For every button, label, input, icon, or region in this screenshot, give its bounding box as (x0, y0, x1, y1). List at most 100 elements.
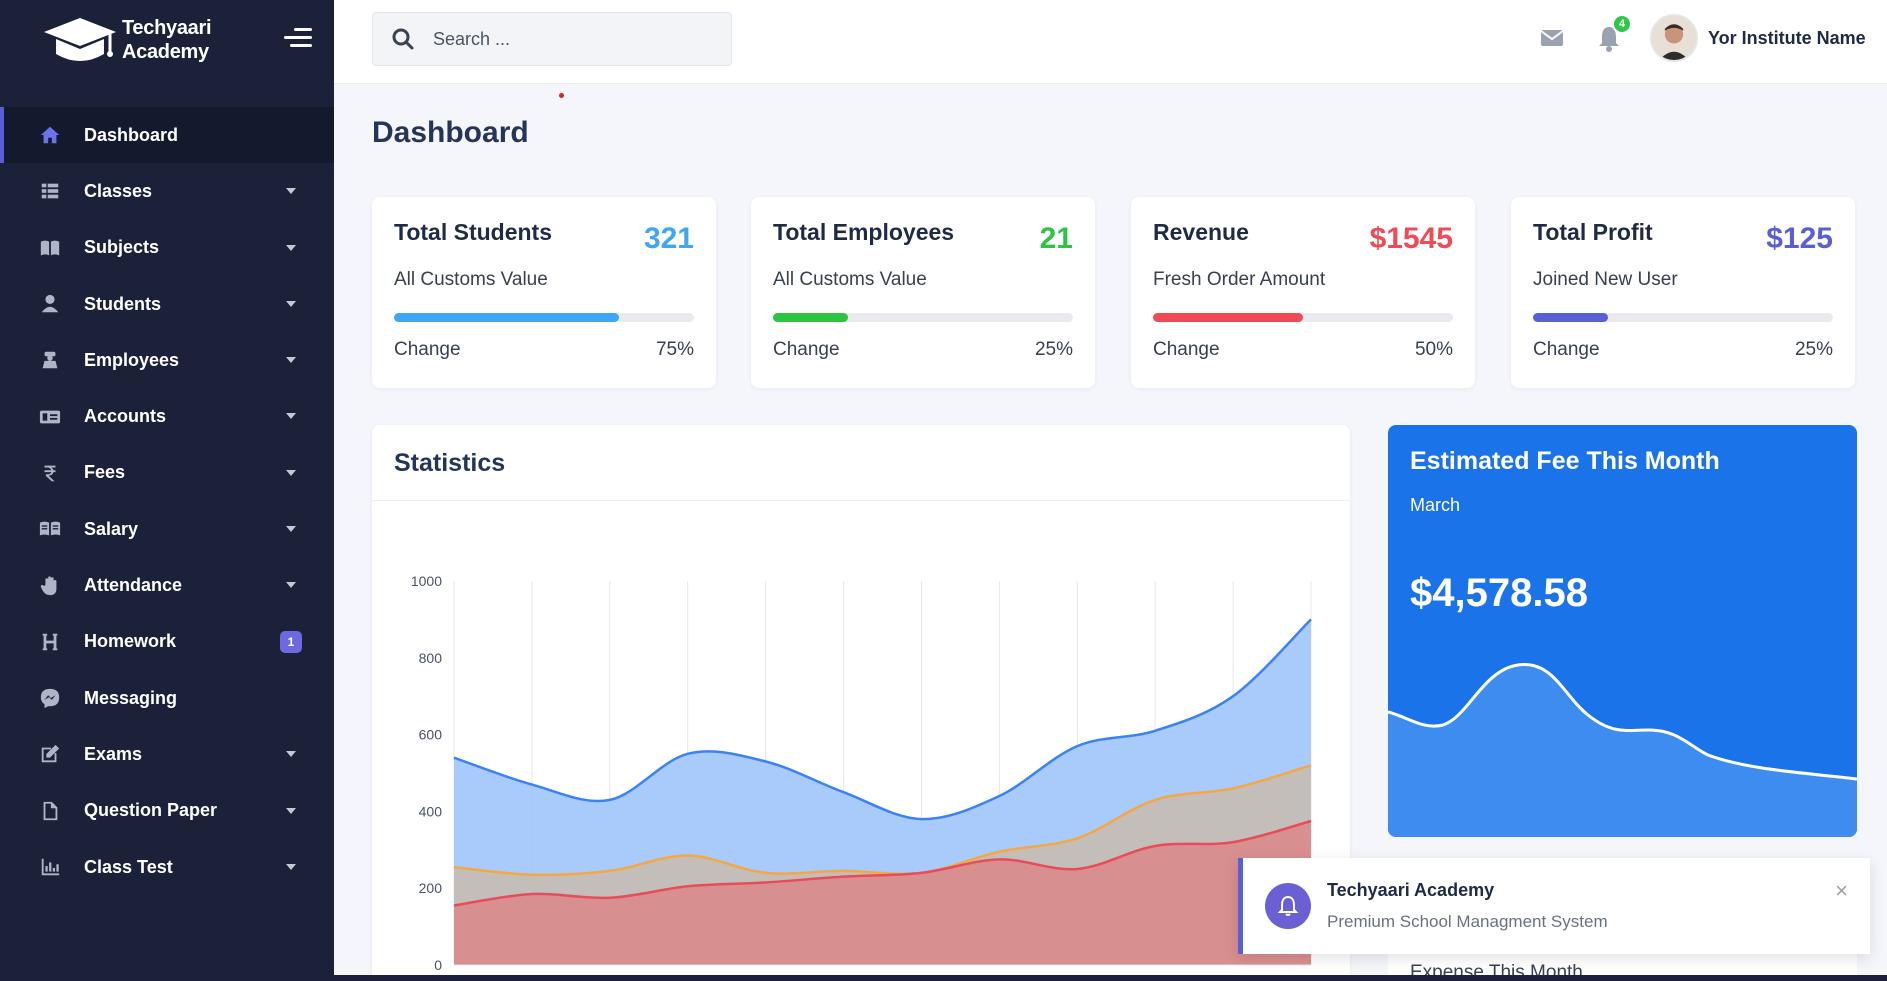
sidebar-item-label: Messaging (84, 687, 178, 708)
caret-down-icon[interactable] (286, 357, 296, 364)
card-change-label: Change (773, 339, 840, 360)
card-percent: 25% (1794, 339, 1833, 360)
bar-chart-icon (38, 855, 62, 879)
open-book-icon (38, 517, 62, 541)
progress-fill (1533, 313, 1608, 322)
sidebar-item-class-test[interactable]: Class Test (0, 839, 334, 895)
search-box[interactable] (372, 12, 732, 66)
caret-down-icon[interactable] (286, 413, 296, 420)
table-icon (38, 179, 62, 203)
card-value: 321 (643, 222, 694, 255)
sidebar-item-students[interactable]: Students (0, 276, 334, 332)
progress-track (773, 313, 1073, 322)
sidebar-item-accounts[interactable]: Accounts (0, 388, 334, 444)
progress-fill (773, 313, 848, 322)
caret-down-icon[interactable] (286, 807, 296, 814)
search-input[interactable] (433, 28, 713, 50)
sidebar: Techyaari Academy Dashboard Classes Subjec… (0, 0, 334, 981)
caret-down-icon[interactable] (286, 469, 296, 476)
card-change-label: Change (1533, 339, 1600, 360)
sidebar-item-question-paper[interactable]: Question Paper (0, 783, 334, 839)
card-total-students: Total Students 321 All Customs Value Change… (372, 197, 716, 388)
fee-amount: $4,578.58 (1410, 571, 1588, 615)
brand-line-1: Techyaari (122, 17, 212, 39)
y-tick-label: 800 (419, 650, 443, 666)
messenger-icon (38, 686, 62, 710)
card-percent: 25% (1034, 339, 1073, 360)
series-3-area (454, 821, 1311, 965)
sidebar-item-label: Dashboard (84, 124, 179, 145)
caret-down-icon[interactable] (286, 582, 296, 589)
y-tick-label: 400 (419, 803, 443, 819)
sidebar-item-label: Salary (84, 518, 139, 539)
sidebar-item-attendance[interactable]: Attendance (0, 557, 334, 613)
card-title: Total Profit (1533, 219, 1653, 245)
fee-title: Estimated Fee This Month (1410, 447, 1720, 475)
institute-name[interactable]: Yor Institute Name (1708, 28, 1866, 48)
notifications-button[interactable]: 4 (1596, 14, 1632, 52)
progress-track (394, 313, 694, 322)
toast-close-button[interactable]: × (1835, 878, 1848, 903)
sidebar-item-messaging[interactable]: Messaging (0, 670, 334, 726)
red-dot-marker (559, 93, 564, 98)
card-title: Revenue (1153, 219, 1249, 245)
sidebar-item-dashboard[interactable]: Dashboard (0, 107, 334, 164)
user-icon (38, 292, 62, 316)
menu-toggle-icon[interactable] (284, 28, 312, 50)
sidebar-item-label: Exams (84, 743, 143, 764)
card-percent: 50% (1414, 339, 1453, 360)
sidebar-item-label: Subjects (84, 237, 160, 258)
sidebar-item-classes[interactable]: Classes (0, 163, 334, 219)
sidebar-item-subjects[interactable]: Subjects (0, 220, 334, 276)
page-title: Dashboard (372, 116, 529, 149)
graduation-cap-logo-icon (44, 18, 116, 61)
statistics-title: Statistics (394, 449, 506, 477)
bell-icon (1599, 27, 1619, 52)
search-icon (392, 28, 414, 50)
progress-track (1153, 313, 1453, 322)
file-icon (38, 799, 62, 823)
card-change-label: Change (1153, 339, 1220, 360)
sidebar-item-fees[interactable]: Fees (0, 445, 334, 501)
series-1-line (453, 618, 1312, 821)
notification-count-badge: 4 (1612, 14, 1632, 34)
employee-icon (38, 348, 62, 372)
caret-down-icon[interactable] (286, 526, 296, 533)
progress-track (1533, 313, 1833, 322)
brand-name: Techyaari Academy (122, 16, 212, 64)
caret-down-icon[interactable] (286, 188, 296, 195)
caret-down-icon[interactable] (286, 244, 296, 251)
sidebar-item-exams[interactable]: Exams (0, 726, 334, 782)
brand[interactable]: Techyaari Academy (0, 0, 334, 80)
sidebar-item-label: Attendance (84, 575, 183, 596)
sidebar-item-homework[interactable]: Homework 1 (0, 614, 334, 670)
card-title: Total Students (394, 219, 553, 245)
progress-fill (394, 313, 619, 322)
sidebar-item-employees[interactable]: Employees (0, 332, 334, 388)
y-tick-label: 200 (419, 880, 443, 896)
avatar[interactable] (1650, 14, 1698, 62)
toast-title: Techyaari Academy (1327, 880, 1495, 900)
card-subtitle: All Customs Value (394, 269, 548, 290)
sidebar-item-label: Fees (84, 462, 126, 483)
caret-down-icon[interactable] (286, 751, 296, 758)
sidebar-item-label: Employees (84, 349, 180, 370)
caret-down-icon[interactable] (286, 300, 296, 307)
card-value: $125 (1766, 222, 1833, 255)
sidebar-item-label: Question Paper (84, 800, 218, 821)
y-tick-label: 600 (419, 727, 443, 743)
y-tick-label: 0 (434, 957, 442, 973)
statistics-chart: 02004006008001000JanFebMarAprMayJunJulAu… (411, 573, 1312, 973)
sidebar-item-label: Homework (84, 631, 177, 652)
card-total-profit: Total Profit $125 Joined New User Change 25% (1511, 197, 1855, 388)
notification-toast[interactable]: Techyaari Academy Premium School Managme… (1238, 858, 1870, 954)
sidebar-item-label: Accounts (84, 406, 167, 427)
sidebar-item-salary[interactable]: Salary (0, 501, 334, 557)
sidebar-item-label: Class Test (84, 856, 173, 877)
bottom-strip (0, 975, 1887, 981)
caret-down-icon[interactable] (286, 863, 296, 870)
money-card-icon (38, 405, 62, 429)
mail-icon[interactable] (1540, 28, 1564, 48)
series-3-line (453, 819, 1312, 907)
fee-wave-chart (1388, 663, 1857, 837)
